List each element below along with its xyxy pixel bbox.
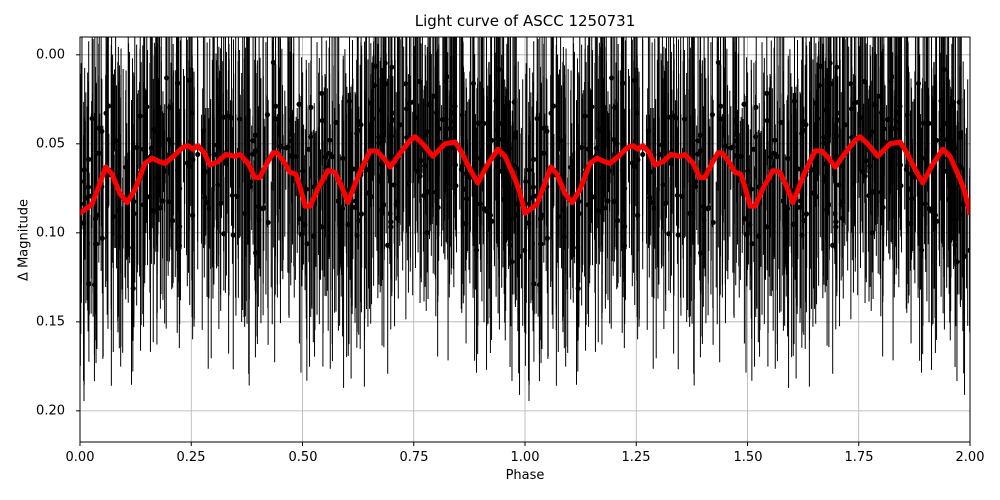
x-tick-label: 0.50 <box>288 450 318 465</box>
y-tick-label: 0.00 <box>36 47 65 63</box>
model-fit-line <box>80 134 970 216</box>
y-tick-label: 0.15 <box>36 314 65 330</box>
x-tick-label: 2.00 <box>955 450 985 465</box>
tick-marks <box>76 54 971 446</box>
y-tick-label: 0.20 <box>36 403 65 419</box>
x-tick-label: 1.50 <box>733 450 763 465</box>
x-tick-label: 0.25 <box>176 450 206 465</box>
x-axis-label: Phase <box>505 468 545 483</box>
y-tick-label: 0.05 <box>36 136 65 152</box>
x-tick-label: 1.00 <box>510 450 540 465</box>
y-tick-label: 0.10 <box>36 225 65 241</box>
x-tick-label: 0.75 <box>399 450 429 465</box>
x-tick-label: 1.25 <box>621 450 651 465</box>
chart-title: Light curve of ASCC 1250731 <box>414 12 636 30</box>
x-tick-label: 1.75 <box>844 450 874 465</box>
x-tick-label: 0.00 <box>65 450 95 465</box>
observations <box>80 37 970 402</box>
